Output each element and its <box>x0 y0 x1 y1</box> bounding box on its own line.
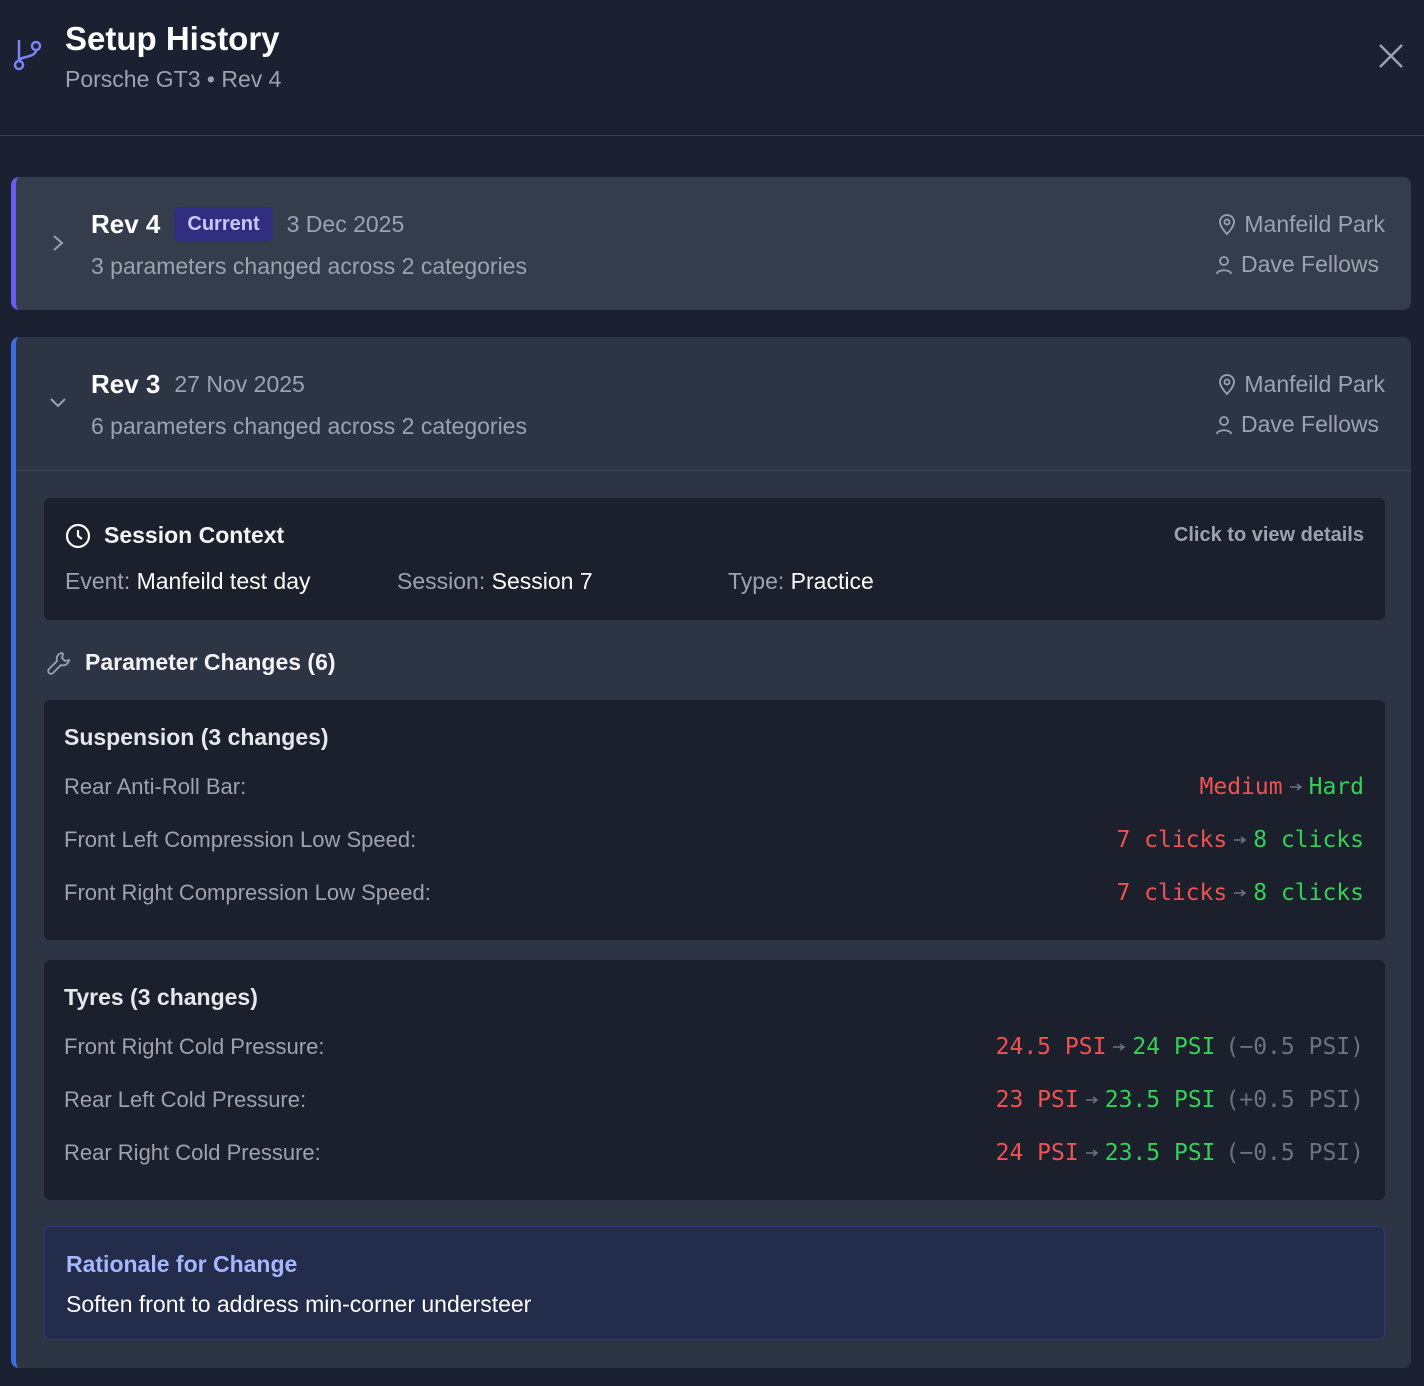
parameter-name: Front Right Cold Pressure: <box>64 1033 325 1059</box>
new-value: 23.5 PSI <box>1104 1086 1216 1113</box>
parameter-name: Front Right Compression Low Speed: <box>64 879 431 905</box>
rationale-text: Soften front to address min-corner under… <box>66 1291 532 1317</box>
field-value: Session 7 <box>491 568 593 594</box>
change-values: Medium Hard <box>1200 774 1364 800</box>
title: Setup History <box>65 20 280 57</box>
change-values: 24.5 PSI 24 PSI (−0.5 PSI) <box>996 1034 1364 1060</box>
rationale-title: Rationale for Change <box>66 1251 298 1277</box>
old-value: 7 clicks <box>1116 879 1228 906</box>
revision-summary: 3 parameters changed across 2 categories <box>91 253 527 279</box>
new-value: 8 clicks <box>1253 879 1364 906</box>
old-value: 24.5 PSI <box>995 1033 1107 1060</box>
view-details-link[interactable]: Click to view details <box>1173 524 1364 546</box>
new-value: 24 PSI <box>1132 1033 1216 1060</box>
group-title: Tyres (3 changes) <box>64 983 258 1010</box>
change-row: Rear Anti-Roll Bar: Medium Hard <box>64 760 1364 813</box>
change-group: Tyres (3 changes) Front Right Cold Pressu… <box>44 960 1385 1200</box>
revision-header[interactable]: Rev 3 27 Nov 2025 6 parameters changed a… <box>16 337 1411 471</box>
new-value: Hard <box>1308 773 1364 800</box>
change-delta: (−0.5 PSI) <box>1225 1033 1364 1060</box>
change-group: Suspension (3 changes) Rear Anti-Roll Bar… <box>44 700 1385 940</box>
change-row: Rear Right Cold Pressure: 24 PSI 23.5 PSI (… <box>64 1126 1364 1179</box>
field-label: Event: <box>65 568 131 594</box>
parameter-name: Front Left Compression Low Speed: <box>64 826 417 852</box>
change-delta: (+0.5 PSI) <box>1225 1086 1364 1113</box>
author: Dave Fellows <box>1240 411 1379 437</box>
change-row: Front Right Cold Pressure: 24.5 PSI 24 PSI… <box>64 1020 1364 1073</box>
revision-card[interactable]: Rev 4 Current 3 Dec 2025 3 parameters ch… <box>11 177 1411 310</box>
author-icon <box>1216 415 1232 434</box>
field-label: Type: <box>728 568 785 594</box>
revision-date: 3 Dec 2025 <box>286 211 405 237</box>
old-value: Medium <box>1199 773 1283 800</box>
close-button[interactable] <box>1377 42 1405 70</box>
session-title: Session Context <box>104 522 285 548</box>
rationale: Rationale for Change Soften front to add… <box>44 1226 1385 1340</box>
change-arrow <box>1234 835 1247 844</box>
parameter-name: Rear Left Cold Pressure: <box>64 1086 307 1112</box>
field-value: Practice <box>790 568 874 594</box>
change-arrow <box>1234 888 1247 897</box>
field-label: Session: <box>397 568 486 594</box>
revision-card: Rev 3 27 Nov 2025 6 parameters changed a… <box>11 337 1411 1368</box>
change-delta: (−0.5 PSI) <box>1225 1139 1364 1166</box>
session-field: Session: Session 7 <box>397 568 593 595</box>
revision-label: Rev 4 <box>91 209 161 239</box>
current-badge: Current <box>174 207 273 242</box>
change-arrow <box>1113 1042 1126 1051</box>
change-arrow <box>1085 1148 1098 1157</box>
collapse-chevron <box>50 398 66 408</box>
group-title: Suspension (3 changes) <box>64 723 329 750</box>
location-icon <box>1219 213 1236 235</box>
expand-chevron <box>53 235 64 251</box>
new-value: 8 clicks <box>1253 826 1364 853</box>
author: Dave Fellows <box>1240 251 1379 277</box>
location-icon <box>1219 373 1236 395</box>
change-values: 7 clicks 8 clicks <box>1116 827 1364 853</box>
location: Manfeild Park <box>1244 371 1385 397</box>
old-value: 7 clicks <box>1116 826 1228 853</box>
revision-summary: 6 parameters changed across 2 categories <box>91 413 527 439</box>
history-icon <box>13 40 42 71</box>
change-values: 23 PSI 23.5 PSI (+0.5 PSI) <box>996 1087 1364 1113</box>
field-value: Manfeild test day <box>136 568 311 594</box>
parameter-name: Rear Right Cold Pressure: <box>64 1139 321 1165</box>
session-context: Session Context Click to view details Ev… <box>44 498 1385 620</box>
old-value: 24 PSI <box>995 1139 1079 1166</box>
change-arrow <box>1289 782 1302 791</box>
change-values: 24 PSI 23.5 PSI (−0.5 PSI) <box>996 1140 1364 1166</box>
new-value: 23.5 PSI <box>1104 1139 1216 1166</box>
wrench-icon <box>47 651 71 675</box>
session-field: Event: Manfeild test day <box>65 568 310 595</box>
header: Setup History Porsche GT3 • Rev 4 <box>0 0 1424 136</box>
revision-label: Rev 3 <box>91 369 161 399</box>
change-values: 7 clicks 8 clicks <box>1116 880 1364 906</box>
change-row: Front Left Compression Low Speed: 7 click… <box>64 813 1364 866</box>
session-field: Type: Practice <box>728 568 874 595</box>
change-arrow <box>1085 1095 1098 1104</box>
clock-icon <box>65 523 91 548</box>
change-row: Rear Left Cold Pressure: 23 PSI 23.5 PSI (+… <box>64 1073 1364 1126</box>
changes-title: Parameter Changes (6) <box>85 649 336 675</box>
subtitle: Porsche GT3 • Rev 4 <box>65 66 282 92</box>
location: Manfeild Park <box>1244 211 1385 237</box>
parameter-name: Rear Anti-Roll Bar: <box>64 773 247 799</box>
change-row: Front Right Compression Low Speed: 7 clic… <box>64 866 1364 919</box>
author-icon <box>1216 255 1232 274</box>
old-value: 23 PSI <box>995 1086 1079 1113</box>
revision-date: 27 Nov 2025 <box>174 371 305 397</box>
